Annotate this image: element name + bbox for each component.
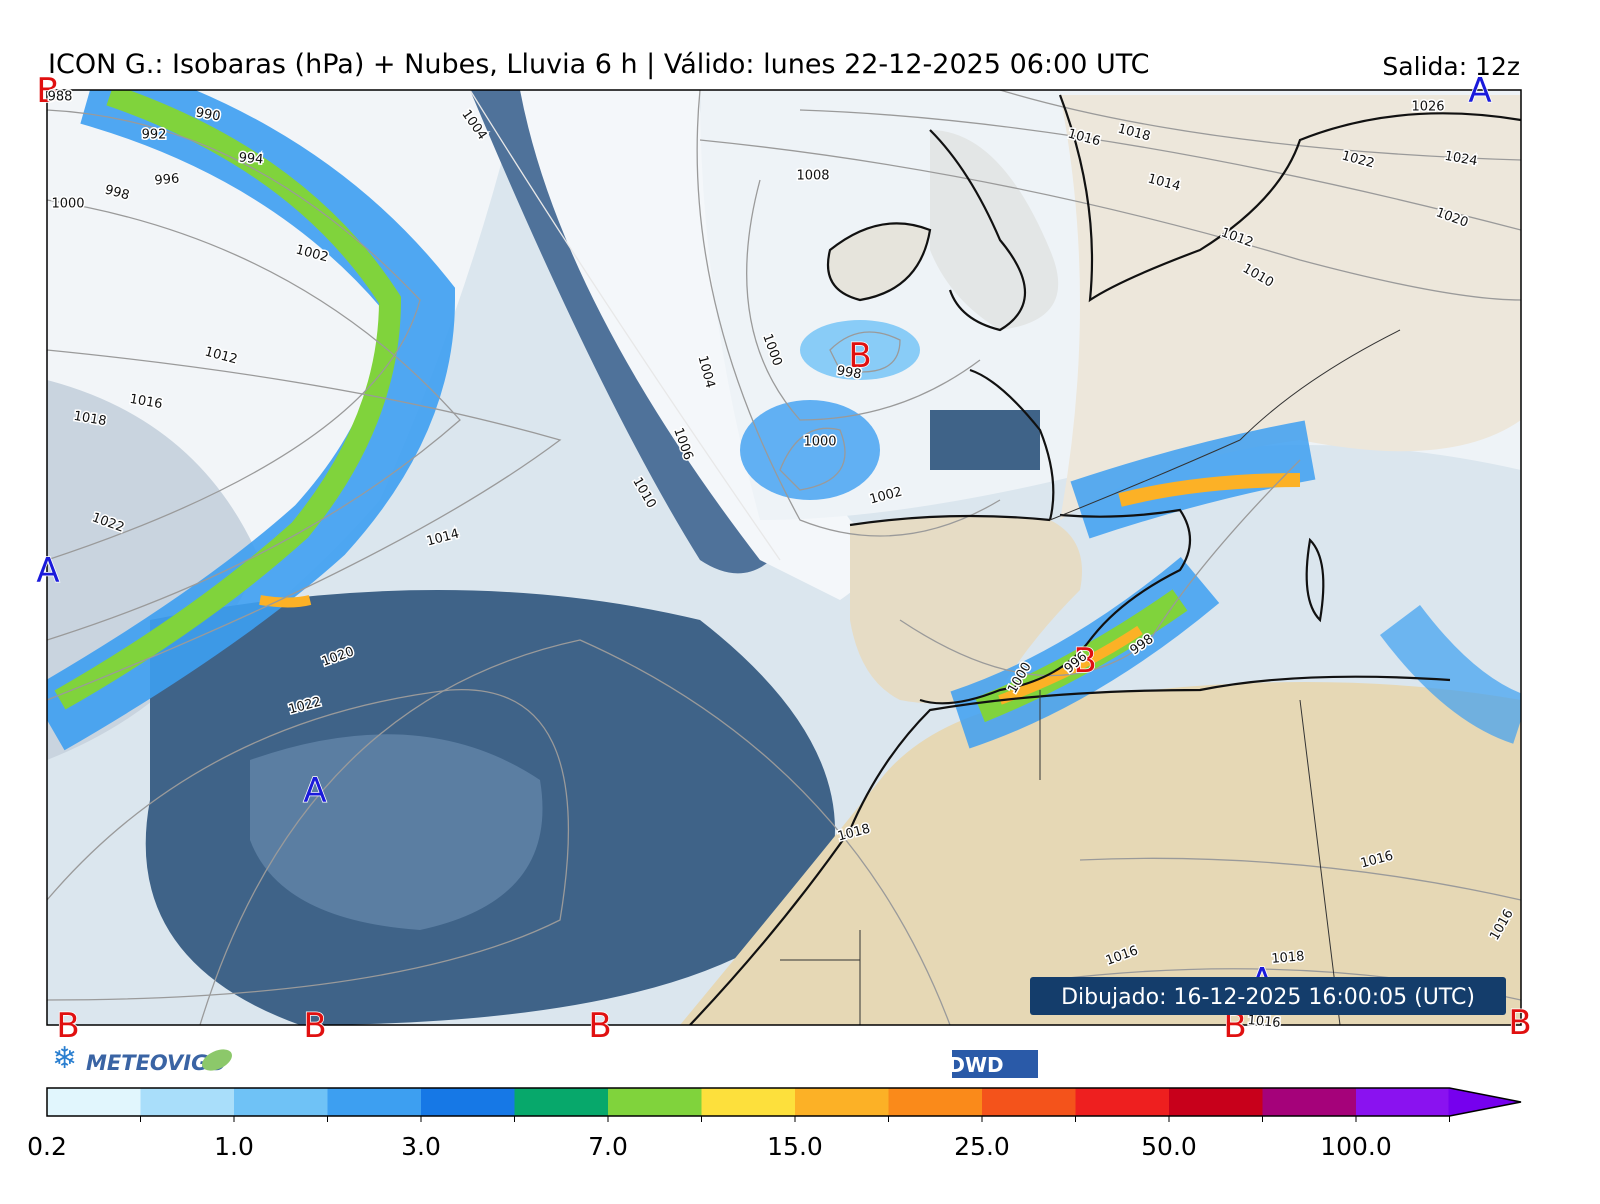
colorbar-segment — [234, 1088, 328, 1116]
pressure-center: A — [303, 771, 326, 811]
stamp: Dibujado: 16-12-2025 16:00:05 (UTC) — [1061, 985, 1475, 1010]
pressure-center: B — [56, 1006, 79, 1046]
colorbar-segment — [1356, 1088, 1450, 1116]
isobar-label: 988 — [48, 90, 73, 105]
colorbar-segment — [514, 1088, 608, 1116]
isobar-label: 1016 — [1247, 1013, 1281, 1031]
colorbar-label: 7.0 — [588, 1132, 628, 1161]
map-frame — [46, 89, 1522, 1026]
isobar-label: 1018 — [72, 409, 107, 430]
snow-icon: ❄ — [52, 1041, 77, 1076]
isobar-label: 1026 — [1411, 100, 1444, 115]
pressure-center: A — [36, 551, 59, 591]
colorbar-segment — [421, 1088, 515, 1116]
colorbar-segment — [795, 1088, 889, 1116]
pressure-center: B — [1508, 1003, 1531, 1043]
dwd-box — [952, 1050, 1038, 1078]
colorbar-label: 100.0 — [1320, 1132, 1392, 1161]
isobar-label: 1000 — [51, 197, 84, 212]
isobar-label: 1000 — [803, 435, 836, 450]
pressure-center: B — [303, 1006, 326, 1046]
isobar-label: 990 — [194, 105, 221, 124]
isobar-label: 996 — [154, 171, 180, 188]
isobar-label: 992 — [142, 128, 167, 143]
colorbar-label: 50.0 — [1141, 1132, 1197, 1161]
logo-right: DWD — [948, 1053, 1003, 1077]
stamp-box — [1030, 977, 1506, 1015]
pressure-center: B — [588, 1006, 611, 1046]
isobar-label: 1016 — [128, 392, 163, 413]
colorbar-label: 15.0 — [767, 1132, 823, 1161]
leaf — [202, 1049, 232, 1071]
isobar-label: 1008 — [796, 169, 829, 184]
colorbar-segment — [982, 1088, 1076, 1116]
colorbar: 0.2 1.0 3.0 7.0 15.0 25.0 50.0 100.0 — [27, 1087, 1522, 1161]
colorbar-arrow — [1448, 1088, 1521, 1116]
colorbar-segment — [47, 1088, 141, 1116]
colorbar-segment — [701, 1088, 795, 1116]
map — [47, 90, 1521, 1025]
colorbar-label: 3.0 — [401, 1132, 441, 1161]
colorbar-segment — [1262, 1088, 1356, 1116]
isobar-label: 994 — [238, 150, 264, 167]
pressure-center: B — [36, 71, 59, 111]
run: Salida: 12z — [1382, 52, 1520, 81]
colorbar-label: 25.0 — [954, 1132, 1010, 1161]
colorbar-segment — [1075, 1088, 1169, 1116]
colorbar-segment — [1169, 1088, 1263, 1116]
colorbar-segment — [327, 1088, 421, 1116]
isobar-label: 1018 — [1271, 949, 1305, 967]
colorbar-segment — [888, 1088, 982, 1116]
pressure-center: A — [1468, 71, 1491, 111]
colorbar-segment — [608, 1088, 702, 1116]
isobar-label: 998 — [835, 363, 862, 382]
pressure-center: B — [1073, 641, 1096, 681]
colorbar-label: 0.2 — [27, 1132, 67, 1161]
title: ICON G.: Isobaras (hPa) + Nubes, Lluvia … — [48, 49, 1150, 80]
colorbar-label: 1.0 — [214, 1132, 254, 1161]
isobar-label: 1024 — [1443, 149, 1478, 170]
colorbar-segment — [140, 1088, 234, 1116]
pressure-center: B — [848, 336, 871, 376]
colorbar-outline — [46, 1087, 1522, 1117]
